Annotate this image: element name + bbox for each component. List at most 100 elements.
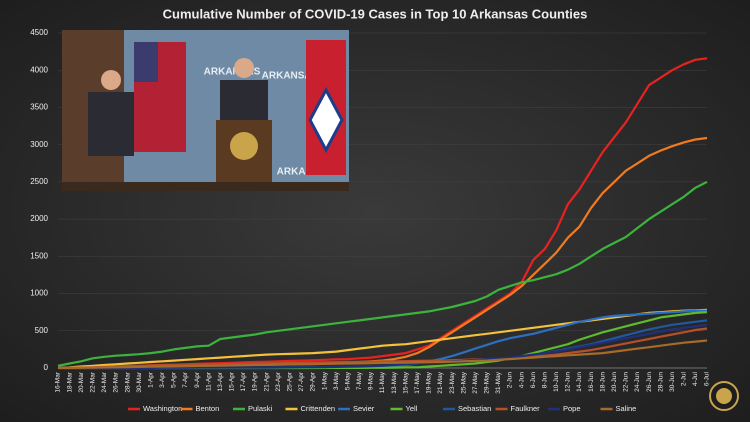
x-tick-label: 2-Jun [507, 372, 514, 389]
backdrop-text: ARKANSAS [262, 71, 319, 82]
y-tick-label: 1000 [30, 289, 48, 298]
legend-label: Pulaski [248, 404, 273, 413]
x-tick-label: 7-May [356, 371, 363, 390]
x-tick-label: 19-Apr [252, 371, 259, 391]
x-tick-label: 21-May [437, 371, 444, 393]
x-tick-label: 5-Apr [171, 371, 178, 388]
legend-label: Faulkner [511, 404, 541, 413]
inset-video: ARKANSAS ARKANSAS ARKANSAS [62, 30, 349, 191]
podium-seal [230, 132, 258, 160]
series-line [57, 327, 708, 369]
legend-label: Benton [196, 404, 220, 413]
x-tick-label: 31-May [495, 371, 502, 393]
speaker-head [234, 58, 254, 78]
x-tick-label: 17-Apr [240, 371, 247, 391]
x-tick-label: 4-Jun [518, 372, 525, 389]
y-tick-label: 500 [35, 326, 49, 335]
x-tick-label: 5-May [344, 371, 351, 390]
x-tick-label: 20-Jun [611, 372, 618, 392]
plot: 0 500 1000 1500 2000 2500 3000 3500 4000 4500 16-M… [30, 28, 711, 413]
chart-title: Cumulative Number of COVID-19 Cases in T… [163, 6, 588, 21]
y-tick-label: 4000 [30, 65, 48, 74]
backdrop-text: ARKANSAS [204, 67, 261, 78]
x-tick-label: 6-Jul [704, 371, 711, 386]
legend-label: Sevier [353, 404, 375, 413]
x-tick-label: 15-Apr [229, 371, 236, 391]
x-tick-label: 7-Apr [182, 371, 189, 388]
x-tick-label: 27-Apr [298, 371, 305, 391]
state-flag-diamond [308, 86, 344, 154]
series-line [57, 308, 708, 369]
y-tick-label: 2000 [30, 214, 48, 223]
x-tick-label: 16-Mar [55, 371, 62, 392]
x-tick-label: 21-Apr [263, 371, 270, 391]
x-tick-label: 14-Jun [576, 372, 583, 392]
x-tick-label: 4-Jul [692, 371, 699, 386]
x-tick-label: 1-May [321, 371, 328, 390]
x-tick-label: 3-May [333, 371, 340, 390]
series-line [58, 339, 708, 369]
speaker [220, 80, 268, 124]
x-tick-label: 26-Mar [113, 371, 120, 392]
x-tick-label: 13-May [391, 371, 398, 393]
us-flag-canton [134, 42, 158, 82]
backdrop-text: ARKANSAS [277, 167, 334, 178]
x-tick-label: 24-Jun [634, 372, 641, 392]
x-tick-label: 9-Apr [194, 371, 201, 388]
x-tick-label: 25-May [460, 371, 467, 393]
legend-label: Crittenden [301, 404, 336, 413]
x-tick-label: 29-May [484, 371, 491, 393]
series-line [57, 180, 708, 367]
y-tick-label: 3000 [30, 140, 48, 149]
x-tick-label: 18-Jun [599, 372, 606, 392]
x-tick-label: 9-May [368, 371, 375, 390]
x-tick-label: 19-May [426, 371, 433, 393]
x-tick-label: 10-Jun [553, 372, 560, 392]
inset-floor [62, 182, 349, 191]
x-tick-label: 1-Apr [147, 371, 154, 388]
x-tick-label: 24-Mar [101, 371, 108, 392]
x-tick-label: 16-Jun [588, 372, 595, 392]
x-tick-label: 11-Apr [205, 371, 212, 391]
x-tick-label: 2-Jul [681, 371, 688, 386]
x-tick-label: 22-Jun [623, 372, 630, 392]
y-tick-label: 2500 [30, 177, 48, 186]
legend-label: Pope [563, 404, 581, 413]
legend-label: Saline [616, 404, 637, 413]
legend-label: Sebastian [458, 404, 491, 413]
x-tick-label: 12-Jun [565, 372, 572, 392]
x-tick-label: 27-May [472, 371, 479, 393]
x-tick-label: 30-Jun [669, 372, 676, 392]
x-tick-label: 28-Jun [657, 372, 664, 392]
legend-label: Yell [406, 404, 418, 413]
y-tick-label: 0 [44, 363, 49, 372]
x-tick-label: 8-Jun [541, 372, 548, 389]
x-tick-label: 3-Apr [159, 371, 166, 388]
x-tick-label: 17-May [414, 371, 421, 393]
x-tick-label: 20-Mar [78, 371, 85, 392]
x-tick-label: 28-Mar [124, 371, 131, 392]
y-tick-label: 3500 [30, 103, 48, 112]
x-tick-label: 23-Apr [275, 371, 282, 391]
x-tick-label: 18-Mar [66, 371, 73, 392]
x-tick-label: 29-Apr [310, 371, 317, 391]
x-tick-label: 11-May [379, 371, 386, 393]
series-line [58, 323, 708, 370]
x-tick-label: 13-Apr [217, 371, 224, 391]
x-tick-label: 15-May [402, 371, 409, 393]
interpreter [88, 92, 134, 156]
y-tick-label: 4500 [30, 28, 48, 37]
y-tick-label: 1500 [30, 251, 48, 260]
x-tick-label: 6-Jun [530, 372, 537, 389]
x-tick-label: 30-Mar [136, 371, 143, 392]
x-tick-label: 26-Jun [646, 372, 653, 392]
state-seal [709, 381, 739, 411]
seal-center [716, 388, 732, 404]
interpreter-head [101, 70, 121, 90]
x-tick-label: 23-May [449, 371, 456, 393]
legend-label: Washington [143, 404, 182, 413]
x-tick-label: 25-Apr [287, 371, 294, 391]
x-tick-label: 22-Mar [89, 371, 96, 392]
